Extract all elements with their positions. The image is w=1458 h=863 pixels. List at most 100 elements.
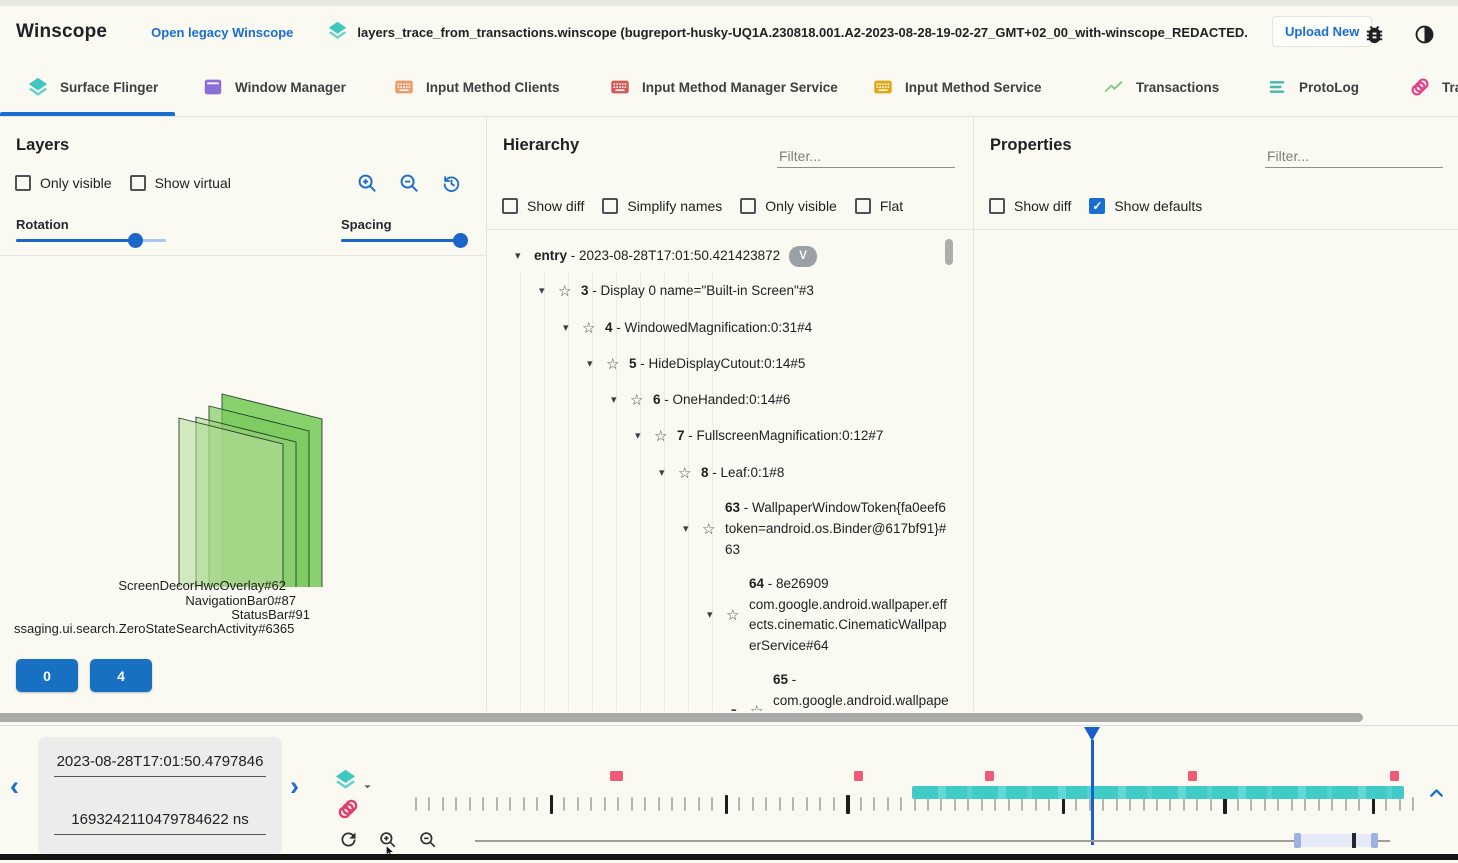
tree-node[interactable]: ▾ entry - 2023-08-28T17:01:50.421423872 V: [487, 239, 973, 274]
collapse-arrow-icon[interactable]: ▾: [539, 285, 545, 298]
checkbox-label: Only visible: [40, 175, 112, 191]
report-bug-icon[interactable]: [1363, 23, 1387, 47]
tree-node[interactable]: ▾ ☆ 64 - 8e26909 com.google.android.wallpa…: [487, 567, 973, 664]
rotation-thumb[interactable]: [128, 233, 143, 248]
timeline-cursor-handle[interactable]: [1083, 727, 1100, 741]
tree-node[interactable]: ▾ ☆ 6 - OneHanded:0:14#6: [487, 383, 973, 419]
ruler-tick: [482, 797, 485, 811]
collapse-arrow-icon[interactable]: ▾: [683, 522, 689, 535]
indent-guide: [616, 272, 617, 711]
checkbox-label: Only visible: [765, 198, 837, 214]
checkbox-flat[interactable]: Flat: [854, 198, 903, 214]
collapse-arrow-icon[interactable]: ▾: [635, 430, 641, 443]
rotation-slider: Rotation: [16, 217, 166, 248]
checkbox-show-defaults[interactable]: ✓ Show defaults: [1089, 198, 1202, 214]
open-legacy-link[interactable]: Open legacy Winscope: [151, 24, 294, 40]
dark-mode-icon[interactable]: [1413, 23, 1437, 47]
human-timestamp-input[interactable]: [54, 751, 266, 777]
collapse-arrow-icon[interactable]: ▾: [587, 357, 593, 370]
refresh-icon[interactable]: [338, 829, 359, 853]
rotation-track[interactable]: [16, 233, 166, 248]
spacing-track[interactable]: [341, 233, 468, 248]
tree-node[interactable]: ▾ ☆ 4 - WindowedMagnification:0:31#4: [487, 310, 973, 346]
zoom-handle-left[interactable]: [1294, 833, 1301, 848]
ruler-tick: [590, 797, 593, 811]
collapse-arrow-icon[interactable]: ▾: [707, 608, 713, 621]
pin-star-icon[interactable]: ☆: [726, 606, 740, 624]
collapse-timeline-icon[interactable]: [1426, 783, 1448, 805]
ruler-tick: [684, 797, 687, 811]
collapse-arrow-icon[interactable]: ▾: [611, 394, 617, 407]
checkbox-show-virtual[interactable]: Show virtual: [129, 175, 231, 191]
transition-marker[interactable]: [1188, 771, 1197, 781]
zoom-in-icon[interactable]: [356, 172, 380, 196]
zoom-slider-track[interactable]: [475, 840, 1390, 842]
pin-star-icon[interactable]: ☆: [678, 464, 692, 482]
hierarchy-filter-input[interactable]: [777, 145, 955, 168]
timeline-zoom-out-icon[interactable]: [418, 830, 438, 853]
tab-input-method-manager-service[interactable]: Input Method Manager Service: [582, 58, 845, 116]
properties-filter-input[interactable]: [1265, 145, 1443, 168]
layers-3d-view[interactable]: [0, 257, 487, 587]
collapse-arrow-icon[interactable]: ▾: [515, 249, 521, 262]
checkbox-box[interactable]: [129, 175, 146, 191]
pin-star-icon[interactable]: ☆: [630, 392, 644, 410]
zoom-handle-right[interactable]: [1371, 833, 1378, 848]
tree-node[interactable]: ▾ ☆ 63 - WallpaperWindowToken{fa0eef6 toke…: [487, 491, 973, 567]
checkbox-box[interactable]: ✓: [1089, 198, 1106, 214]
tree-node[interactable]: ▾ ☆ 3 - Display 0 name="Built-in Screen"#3: [487, 274, 973, 310]
prev-entry-button[interactable]: ‹: [10, 771, 19, 801]
collapse-arrow-icon[interactable]: ▾: [731, 704, 750, 711]
checkbox-box[interactable]: [602, 198, 619, 214]
transition-marker[interactable]: [985, 771, 994, 781]
hierarchy-scrollbar[interactable]: [945, 239, 953, 265]
pin-star-icon[interactable]: ☆: [702, 520, 716, 538]
tab-window-manager[interactable]: Window Manager: [175, 58, 366, 116]
trace-select-caret-icon[interactable]: [360, 779, 375, 797]
checkbox-only-visible[interactable]: Only visible: [740, 198, 837, 214]
checkbox-simplify-names[interactable]: Simplify names: [602, 198, 722, 214]
surface-flinger-trace-bar[interactable]: [912, 786, 1404, 799]
pin-star-icon[interactable]: ☆: [558, 283, 572, 301]
next-entry-button[interactable]: ›: [290, 771, 299, 801]
tree-node[interactable]: ▾ ☆ 7 - FullscreenMagnification:0:12#7: [487, 419, 973, 455]
checkbox-box[interactable]: [502, 198, 518, 214]
display-id-button[interactable]: 0: [16, 659, 78, 692]
tab-input-method-clients[interactable]: Input Method Clients: [366, 58, 582, 116]
ruler-tick: [967, 797, 970, 811]
tab-protolog[interactable]: ProtoLog: [1239, 58, 1382, 116]
zoom-out-icon[interactable]: [398, 172, 422, 196]
checkbox-box[interactable]: [989, 198, 1005, 214]
pin-star-icon[interactable]: ☆: [750, 700, 773, 711]
timeline-ruler[interactable]: [415, 795, 1414, 817]
checkbox-box[interactable]: [854, 198, 871, 214]
checkbox-show-diff[interactable]: Show diff: [502, 198, 584, 214]
horizontal-scrollbar[interactable]: [0, 713, 1363, 722]
tab-transitions[interactable]: Transitions: [1382, 58, 1458, 116]
checkbox-box[interactable]: [740, 198, 757, 214]
timeline-zoom-in-icon[interactable]: [378, 830, 398, 853]
ns-timestamp-input[interactable]: [54, 809, 266, 835]
checkbox-box[interactable]: [15, 175, 31, 191]
tab-surface-flinger[interactable]: Surface Flinger: [0, 58, 175, 116]
reset-view-icon[interactable]: [440, 172, 464, 196]
tab-transactions[interactable]: Transactions: [1076, 58, 1239, 116]
checkbox-show-diff[interactable]: Show diff: [989, 198, 1071, 214]
display-id-button[interactable]: 4: [90, 659, 152, 692]
tree-node[interactable]: ▾ ☆ 5 - HideDisplayCutout:0:14#5: [487, 346, 973, 382]
transition-marker[interactable]: [854, 771, 863, 781]
collapse-arrow-icon[interactable]: ▾: [659, 466, 665, 479]
tree-node[interactable]: ▾ ☆ 8 - Leaf:0:1#8: [487, 455, 973, 491]
collapse-arrow-icon[interactable]: ▾: [563, 321, 569, 334]
pin-star-icon[interactable]: ☆: [606, 355, 620, 373]
tab-input-method-service[interactable]: Input Method Service: [845, 58, 1076, 116]
spacing-thumb[interactable]: [453, 233, 468, 248]
pin-star-icon[interactable]: ☆: [654, 428, 668, 446]
checkbox-only-visible[interactable]: Only visible: [15, 175, 112, 191]
upload-new-button[interactable]: Upload New: [1272, 16, 1373, 47]
transition-marker[interactable]: [610, 771, 623, 781]
tree-node[interactable]: ▾☆65 - com.google.android.wallpaper.effe…: [487, 664, 973, 711]
zoom-window[interactable]: [1297, 834, 1377, 847]
transition-marker[interactable]: [1390, 771, 1399, 781]
pin-star-icon[interactable]: ☆: [582, 319, 596, 337]
